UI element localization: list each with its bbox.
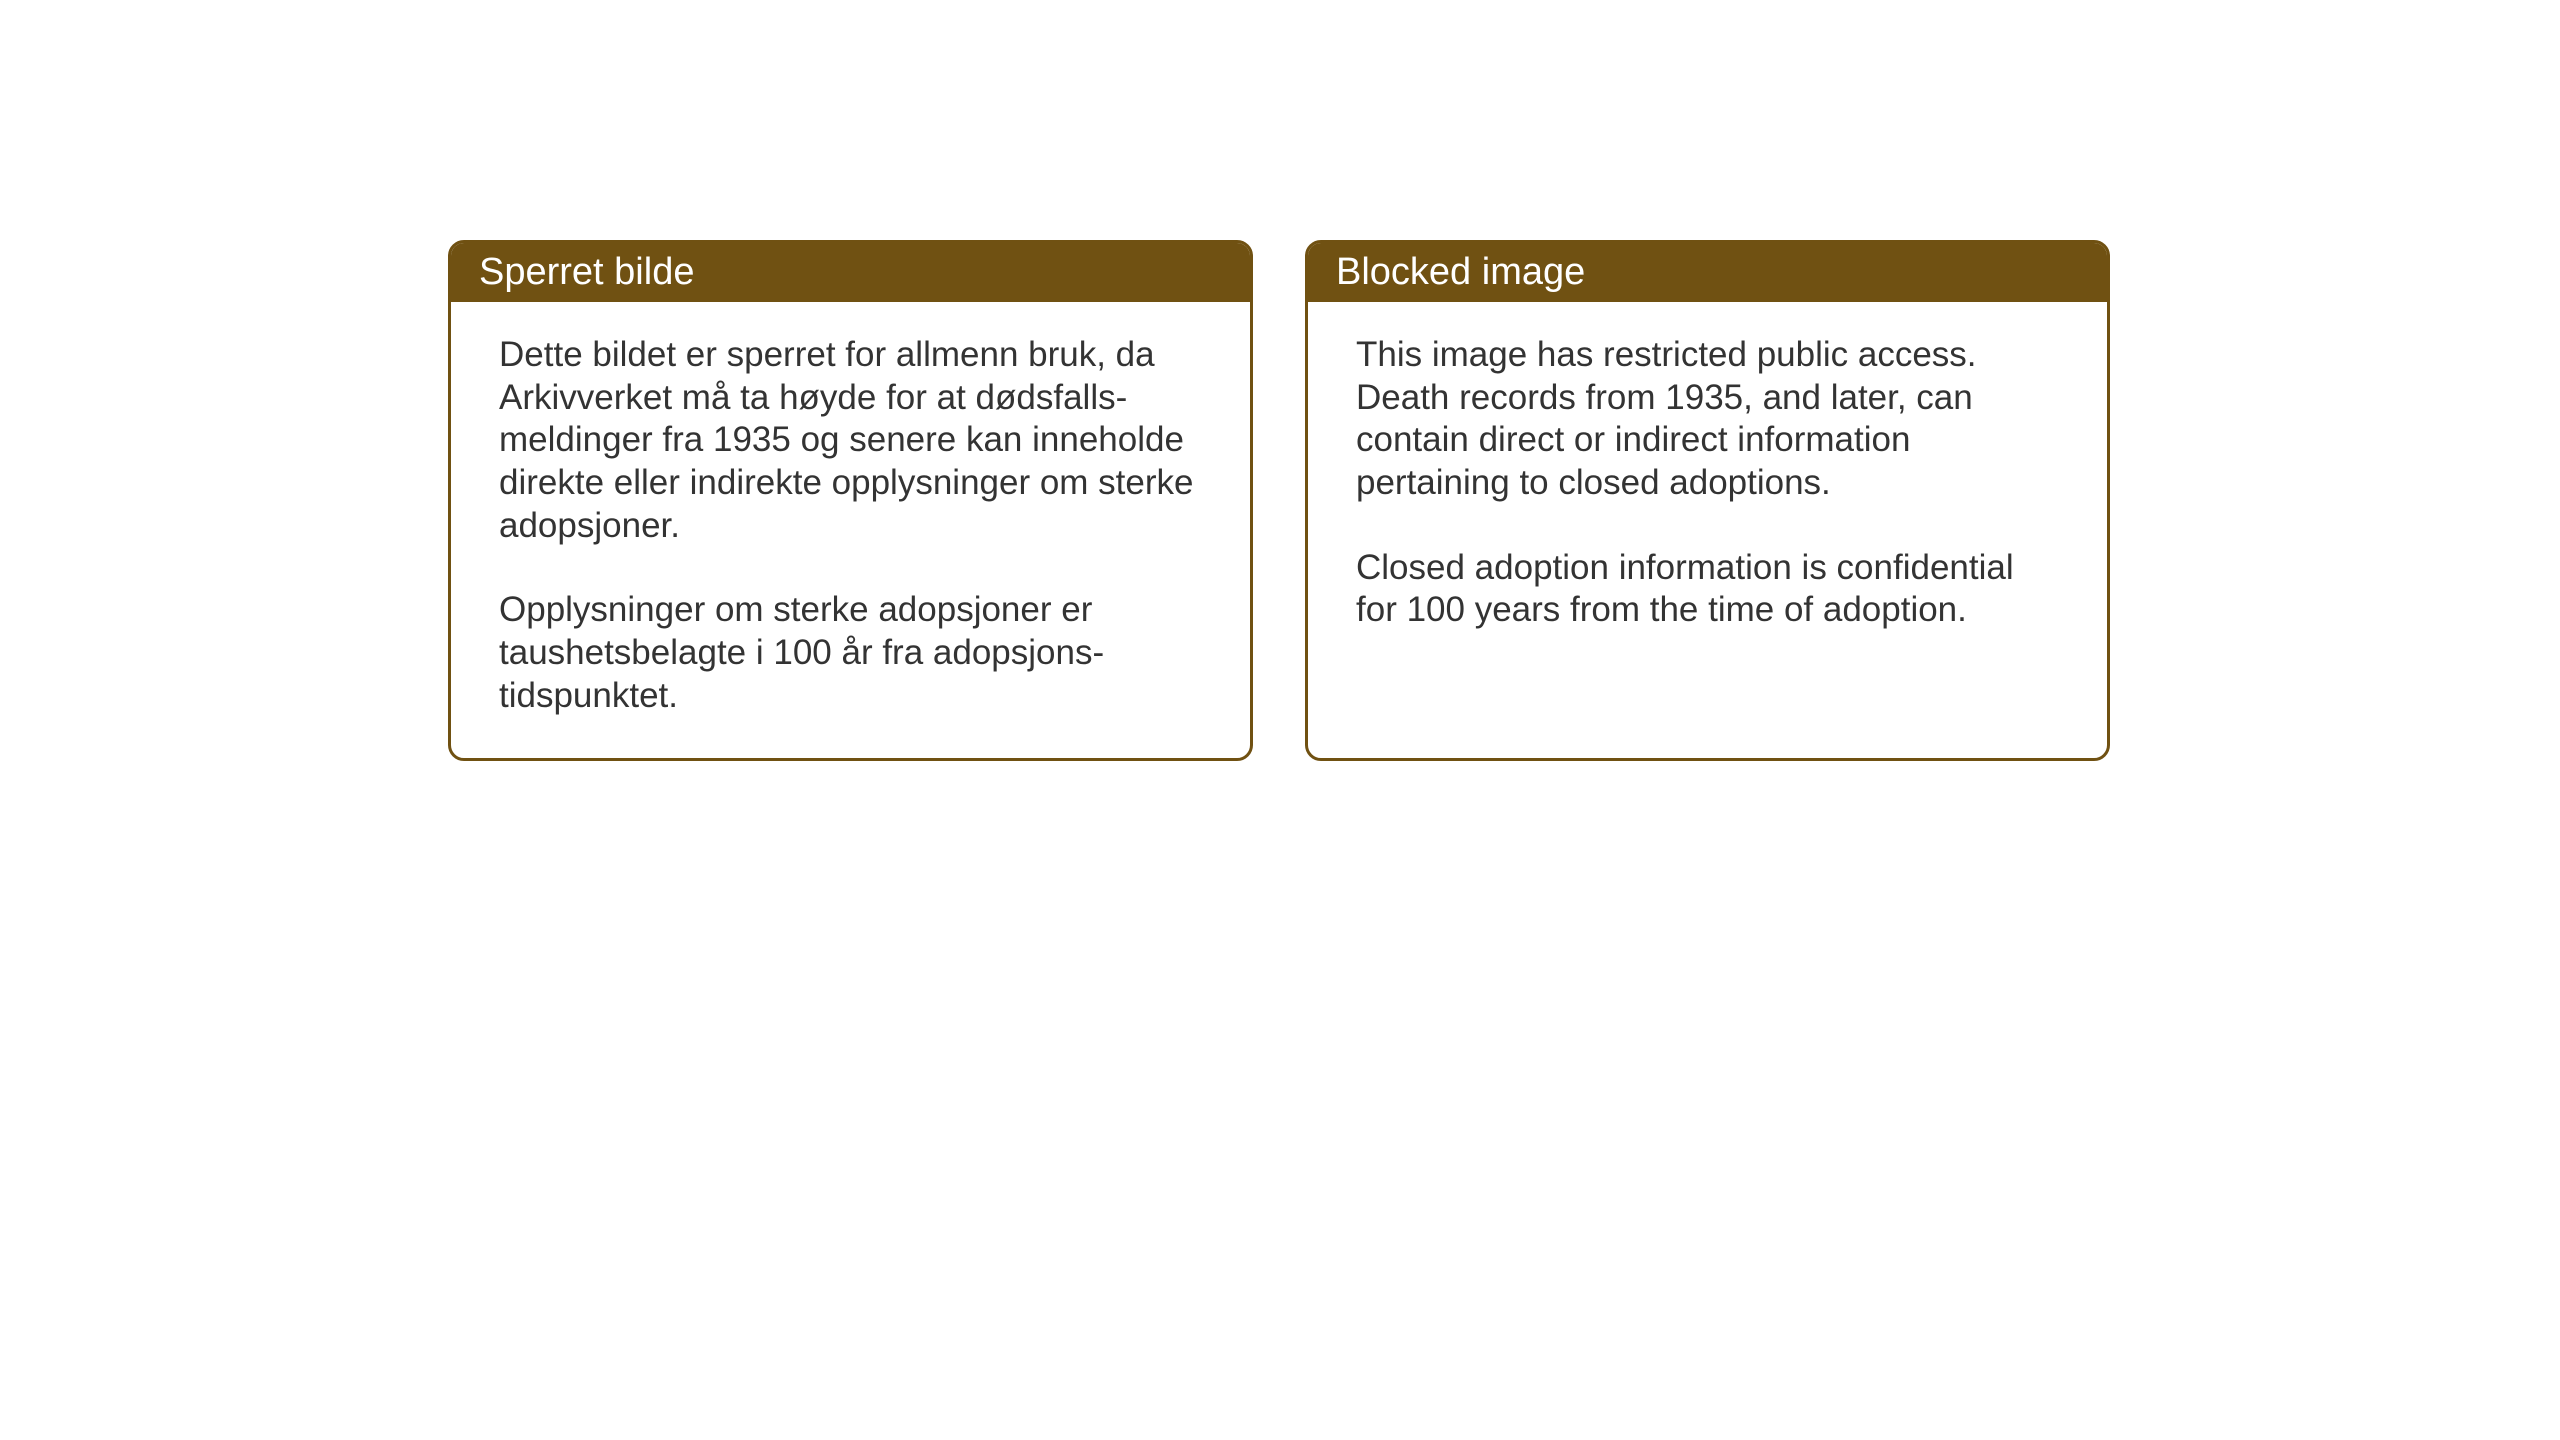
card-body-english: This image has restricted public access.… (1308, 302, 2107, 742)
notice-card-english: Blocked image This image has restricted … (1305, 240, 2110, 761)
card-title-norwegian: Sperret bilde (479, 251, 694, 293)
card-paragraph-1-english: This image has restricted public access.… (1356, 334, 2059, 505)
card-header-english: Blocked image (1308, 243, 2107, 302)
notice-card-norwegian: Sperret bilde Dette bildet er sperret fo… (448, 240, 1253, 761)
notice-cards-container: Sperret bilde Dette bildet er sperret fo… (448, 240, 2110, 761)
card-header-norwegian: Sperret bilde (451, 243, 1250, 302)
card-paragraph-2-english: Closed adoption information is confident… (1356, 547, 2059, 632)
card-paragraph-2-norwegian: Opplysninger om sterke adopsjoner er tau… (499, 589, 1202, 717)
card-paragraph-1-norwegian: Dette bildet er sperret for allmenn bruk… (499, 334, 1202, 547)
card-title-english: Blocked image (1336, 251, 1585, 293)
card-body-norwegian: Dette bildet er sperret for allmenn bruk… (451, 302, 1250, 758)
